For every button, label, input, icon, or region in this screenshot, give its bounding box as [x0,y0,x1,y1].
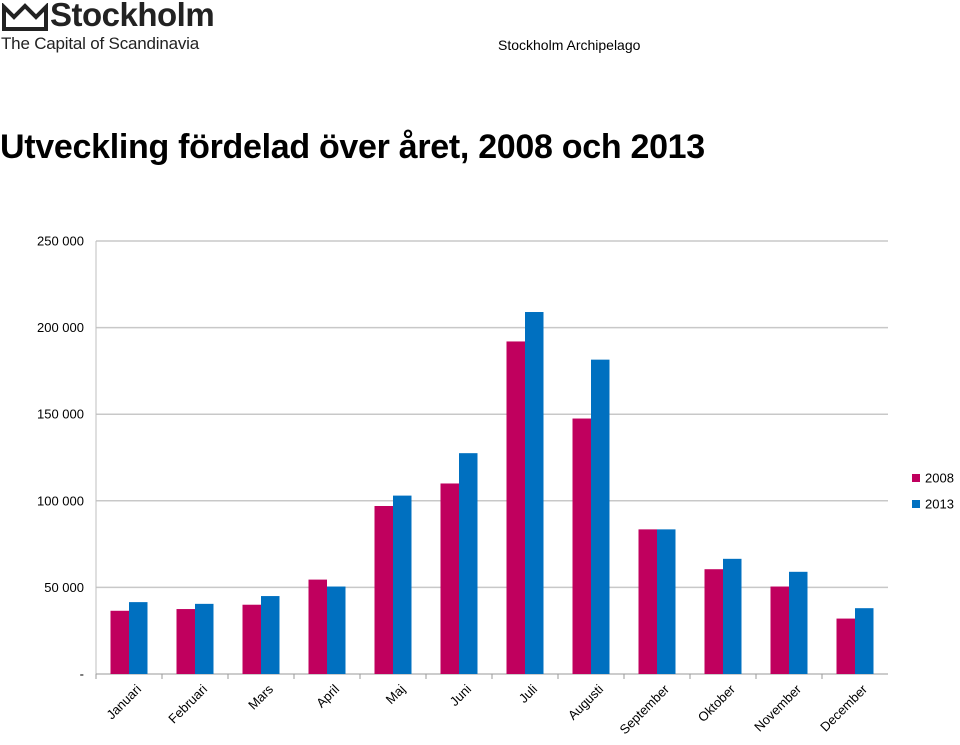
logo-name: Stockholm [50,0,215,33]
x-category-label: December [817,681,870,734]
y-tick-label: - [80,667,84,682]
crown-icon [2,3,48,31]
bar-2008-mars [242,604,261,674]
bar-2013-april [327,586,346,674]
bar-2008-september [638,529,657,674]
bar-2013-december [855,608,874,674]
stockholm-logo: Stockholm The Capital of Scandinavia [0,0,230,56]
bars [110,312,874,674]
chart-title: Utveckling fördelad över året, 2008 och … [0,128,705,166]
bar-2013-september [657,529,676,674]
legend-swatch-2013 [912,500,920,508]
bar-2008-augusti [572,418,591,674]
x-category-label: April [313,681,342,710]
legend-label-2008: 2008 [925,471,954,486]
y-tick-label: 50 000 [44,580,84,595]
bar-2008-juni [440,483,459,674]
bar-2008-november [770,586,789,674]
bar-2013-maj [393,495,412,674]
bar-2008-januari [110,610,129,674]
y-tick-label: 150 000 [37,407,84,422]
x-category-label: Mars [245,681,276,712]
axes [95,241,888,679]
bar-2008-maj [374,505,393,674]
legend-label-2013: 2013 [925,497,954,512]
x-category-label: Januari [103,681,144,722]
y-tick-label: 250 000 [37,234,84,249]
bar-2008-juli [506,341,525,674]
bar-2008-december [836,618,855,674]
bar-2013-oktober [723,558,742,674]
x-category-label: Oktober [695,681,739,725]
y-tick-label: 200 000 [37,320,84,335]
x-category-label: Maj [383,681,408,706]
x-category-labels: Januari Februari Mars April Maj Juni Juli Augus… [103,681,870,737]
bar-2013-februari [195,603,214,674]
x-category-label: November [751,681,804,734]
y-tick-labels: - 50 000 100 000 150 000 200 000 250 000 [37,234,84,682]
x-category-label: Februari [165,681,210,726]
bar-2008-april [308,579,327,674]
legend-swatch-2008 [912,474,920,482]
grid-lines [96,240,888,589]
header-subtitle: Stockholm Archipelago [498,37,641,53]
bar-2013-november [789,571,808,674]
y-tick-label: 100 000 [37,493,84,508]
bar-2013-januari [129,602,148,674]
x-category-label: Augusti [565,681,606,722]
bar-2013-mars [261,596,280,674]
bar-2013-juni [459,453,478,674]
x-category-label: Juli [516,681,540,705]
bar-2013-augusti [591,359,610,674]
bar-2008-februari [176,609,195,674]
x-category-label: Juni [447,681,475,709]
legend: 2008 2013 [912,471,954,512]
bar-2013-juli [525,312,544,674]
logo-tagline: The Capital of Scandinavia [1,34,199,53]
bar-2008-oktober [704,569,723,674]
x-category-label: September [617,681,673,737]
